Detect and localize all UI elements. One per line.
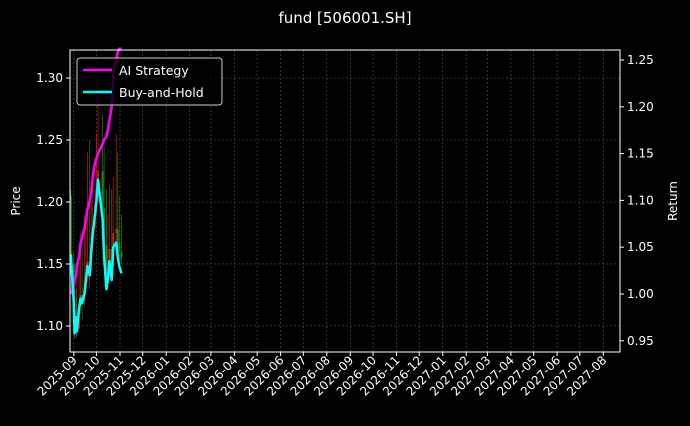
y-right-tick-label: 1.25 <box>627 53 654 67</box>
y-axis-left: 1.10 1.15 1.20 1.25 1.30 <box>36 71 70 333</box>
y-right-tick-label: 1.20 <box>627 100 654 114</box>
buy-and-hold-line <box>69 178 123 335</box>
legend-box <box>76 57 223 106</box>
y-left-tick-label: 1.15 <box>36 257 63 271</box>
y-axis-left-label: Price <box>9 186 23 215</box>
y-left-tick-label: 1.10 <box>36 319 63 333</box>
x-axis: 2025-092025-102025-112025-122026-012026-… <box>35 352 609 399</box>
plot-frame <box>69 49 621 353</box>
y-right-tick-label: 1.10 <box>627 193 654 207</box>
legend-label-ai-strategy: AI Strategy <box>119 63 189 78</box>
legend: AI Strategy Buy-and-Hold <box>76 57 223 106</box>
y-axis-right-label: Return <box>666 181 680 221</box>
candle-body <box>108 249 111 267</box>
y-right-tick-label: 1.00 <box>627 287 654 301</box>
candle-body <box>105 245 108 277</box>
candle-body <box>118 241 121 252</box>
y-left-tick-label: 1.25 <box>36 133 63 147</box>
y-left-tick-label: 1.30 <box>36 71 63 85</box>
y-axis-right: 0.95 1.00 1.05 1.10 1.15 1.20 1.25 <box>620 53 654 348</box>
y-right-tick-label: 0.95 <box>627 334 654 348</box>
candle-body <box>120 251 123 258</box>
candle-body <box>115 229 118 233</box>
candle-body <box>116 229 119 242</box>
y-right-tick-label: 1.05 <box>627 240 654 254</box>
candle-body <box>69 251 72 256</box>
y-right-tick-label: 1.15 <box>627 147 654 161</box>
y-left-tick-label: 1.20 <box>36 195 63 209</box>
legend-label-buy-and-hold: Buy-and-Hold <box>119 85 204 100</box>
candle-body <box>101 170 104 209</box>
chart-title: fund [506001.SH] <box>278 9 411 27</box>
